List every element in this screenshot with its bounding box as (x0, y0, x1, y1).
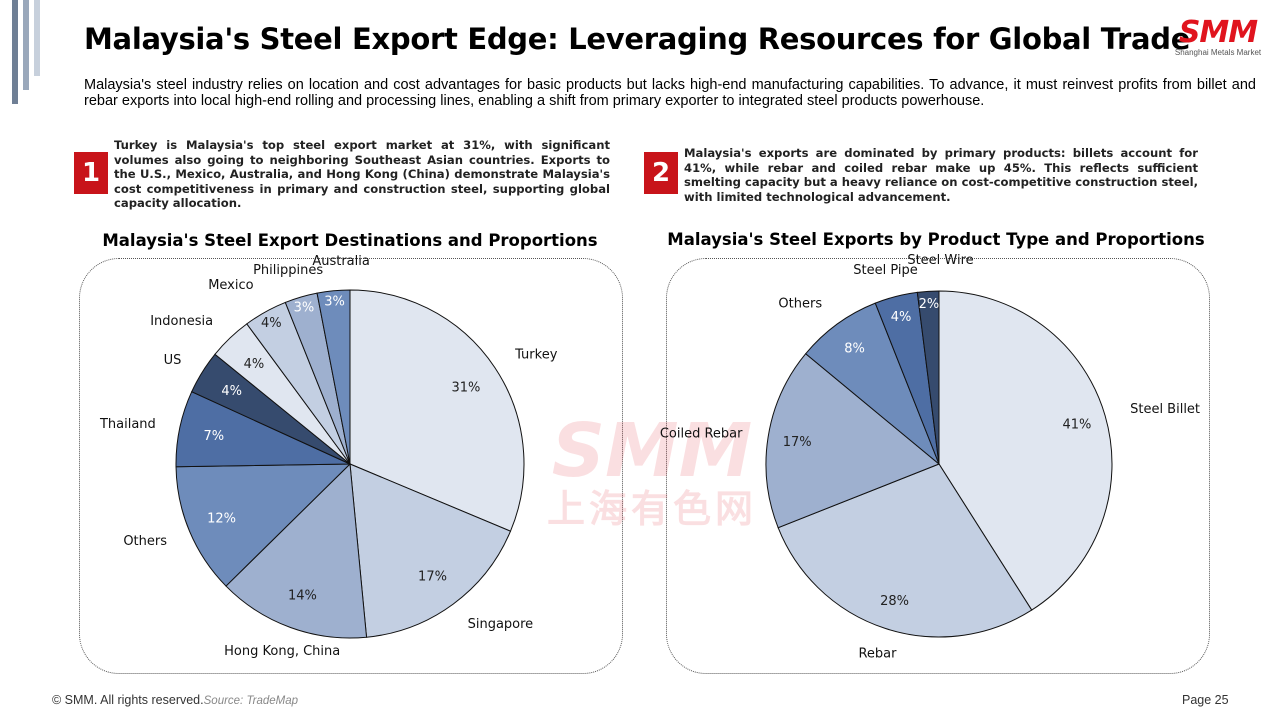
data-label: 31% (451, 380, 480, 395)
intro-paragraph: Malaysia's steel industry relies on loca… (84, 77, 1256, 109)
pie-slice-rebar (777, 463, 1033, 638)
chart-1-panel (79, 258, 623, 674)
page-number: Page 25 (1182, 693, 1229, 707)
data-label: 41% (1062, 417, 1091, 432)
category-label: Coiled Rebar (660, 426, 743, 441)
page-title: Malaysia's Steel Export Edge: Leveraging… (84, 22, 1191, 56)
footer-copyright: © SMM. All rights reserved.Source: Trade… (52, 693, 298, 707)
data-label: 4% (891, 310, 912, 325)
category-label: Turkey (514, 348, 558, 363)
category-label: Steel Pipe (853, 263, 918, 278)
chart-2-title: Malaysia's Steel Exports by Product Type… (667, 230, 1205, 249)
data-label: 8% (844, 341, 865, 356)
logo-text: SMM (1178, 15, 1258, 50)
pie-slice-steel-billet (938, 290, 1113, 611)
smm-logo: SMM Shanghai Metals Market (1172, 18, 1264, 58)
category-label: Australia (312, 254, 370, 269)
category-label: Indonesia (150, 314, 213, 329)
point-2-text: Malaysia's exports are dominated by prim… (684, 146, 1198, 204)
pie-slice-coiled-rebar (765, 353, 940, 529)
decor-bar (23, 0, 29, 90)
data-label: 17% (418, 570, 447, 585)
point-number-badge: 1 (74, 152, 108, 194)
chart-2-panel (666, 258, 1210, 674)
decor-bar (34, 0, 40, 76)
data-label: 2% (919, 297, 940, 312)
data-label: 4% (244, 357, 265, 372)
copyright-text: © SMM. All rights reserved. (52, 693, 204, 707)
pie-slice-singapore (349, 463, 512, 638)
source-text: Source: TradeMap (203, 695, 299, 707)
category-label: Rebar (858, 647, 897, 662)
decor-bar (12, 0, 18, 104)
data-label: 4% (221, 384, 242, 399)
data-label: 7% (203, 429, 224, 444)
data-label: 4% (261, 316, 282, 331)
chart-1-title: Malaysia's Steel Export Destinations and… (102, 231, 598, 250)
pie-slice-others (175, 463, 352, 587)
category-label: Steel Billet (1130, 402, 1200, 417)
data-label: 17% (783, 435, 812, 450)
category-label: Mexico (208, 278, 253, 293)
category-label: Thailand (99, 417, 156, 432)
point-number-badge: 2 (644, 152, 678, 194)
pie-slice-australia (316, 289, 351, 465)
point-1-text: Turkey is Malaysia's top steel export ma… (114, 138, 610, 210)
category-label: Steel Wire (907, 253, 973, 268)
pie-slice-steel-wire (916, 290, 940, 465)
category-label: Others (123, 534, 167, 549)
pie-slice-hong-kong-china (225, 462, 368, 639)
category-label: Singapore (468, 617, 534, 632)
category-label: Others (778, 297, 822, 312)
data-label: 12% (207, 511, 236, 526)
data-label: 3% (294, 301, 315, 316)
logo-subtitle: Shanghai Metals Market (1174, 48, 1262, 57)
category-label: Hong Kong, China (224, 644, 340, 659)
category-label: US (164, 353, 182, 368)
category-label: Philippines (253, 263, 323, 278)
data-label: 3% (324, 295, 345, 310)
pie-slice-turkey (349, 289, 525, 532)
data-label: 28% (880, 594, 909, 609)
data-label: 14% (288, 588, 317, 603)
